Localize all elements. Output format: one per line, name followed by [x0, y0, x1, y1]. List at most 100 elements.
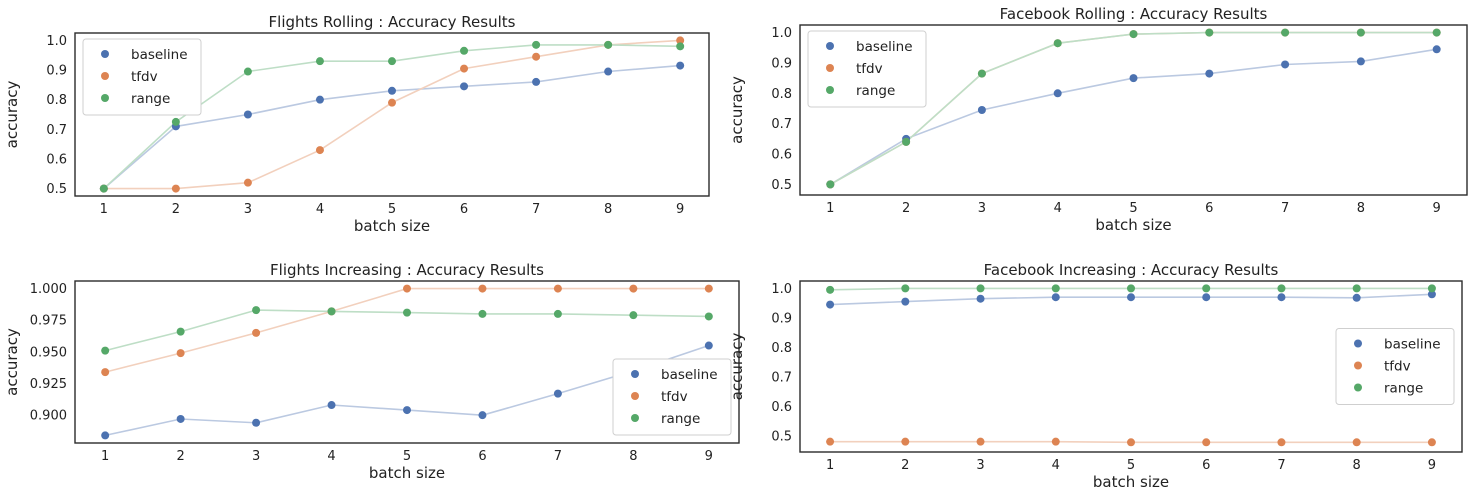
chart-flights-rolling-legend-marker-baseline	[101, 50, 109, 58]
chart-facebook-increasing-ytick-label: 0.5	[771, 429, 792, 444]
chart-facebook-rolling-point-range	[1432, 28, 1441, 37]
chart-flights-rolling-title: Flights Rolling : Accuracy Results	[269, 13, 516, 31]
chart-facebook-increasing-point-tfdv	[1427, 438, 1436, 447]
chart-flights-increasing-xtick-label: 3	[252, 449, 260, 464]
chart-facebook-rolling-xtick-label: 1	[826, 201, 834, 216]
chart-flights-increasing-point-range	[629, 311, 638, 320]
chart-flights-rolling-point-range	[388, 57, 396, 66]
chart-flights-rolling-point-baseline	[315, 95, 324, 104]
chart-flights-rolling-point-range	[604, 40, 613, 49]
chart-flights-increasing-ytick-label: 0.950	[30, 345, 67, 360]
chart-facebook-increasing-point-range	[901, 284, 910, 293]
chart-facebook-rolling-point-range	[977, 69, 986, 78]
chart-flights-rolling-point-tfdv	[315, 146, 324, 155]
chart-facebook-rolling-point-baseline	[1356, 57, 1365, 66]
chart-flights-increasing-point-baseline	[403, 406, 411, 415]
chart-flights-increasing-point-baseline	[252, 418, 261, 427]
chart-facebook-increasing-point-tfdv	[1051, 437, 1060, 446]
chart-flights-increasing-legend-marker-tfdv	[631, 392, 639, 400]
chart-facebook-rolling-ytick-label: 1.0	[771, 26, 792, 41]
chart-flights-rolling-point-tfdv	[460, 64, 469, 73]
chart-facebook-rolling-ytick-label: 0.6	[771, 148, 792, 163]
chart-facebook-increasing-ytick-label: 0.8	[771, 341, 792, 356]
chart-flights-rolling-ytick-label: 1.0	[46, 34, 67, 49]
chart-facebook-rolling-legend-marker-tfdv	[826, 64, 834, 72]
chart-flights-increasing-point-range	[403, 308, 411, 317]
chart-flights-rolling-point-baseline	[532, 77, 541, 86]
chart-flights-increasing-point-tfdv	[553, 284, 562, 293]
chart-facebook-increasing-point-baseline	[1427, 290, 1436, 299]
chart-flights-increasing-point-baseline	[704, 341, 713, 350]
chart-flights-rolling-legend-marker-tfdv	[101, 72, 109, 80]
chart-facebook-increasing-point-range	[1202, 284, 1211, 293]
chart-flights-rolling-point-range	[676, 42, 685, 51]
chart-flights-rolling-point-baseline	[460, 82, 469, 91]
chart-flights-rolling-legend-label-tfdv: tfdv	[131, 69, 158, 85]
chart-facebook-rolling-point-baseline	[1129, 74, 1138, 83]
chart-flights-rolling-legend-label-range: range	[131, 91, 170, 107]
chart-flights-increasing-xlabel: batch size	[369, 464, 445, 482]
chart-facebook-rolling-xtick-label: 5	[1129, 201, 1137, 216]
chart-flights-increasing-legend-label-baseline: baseline	[661, 367, 718, 383]
chart-flights-rolling-point-range	[532, 40, 541, 49]
chart-flights-increasing: Flights Increasing : Accuracy Results 1 2 3…	[3, 261, 740, 482]
chart-facebook-rolling-point-baseline	[977, 106, 986, 114]
chart-flights-rolling-point-tfdv	[388, 98, 396, 107]
chart-facebook-increasing-point-baseline	[901, 297, 910, 306]
chart-flights-increasing-ytick-label: 0.925	[30, 377, 67, 392]
chart-facebook-rolling-point-baseline	[1281, 60, 1290, 69]
chart-flights-increasing-xtick-label: 6	[478, 449, 486, 464]
chart-facebook-increasing-legend	[1335, 328, 1455, 405]
chart-facebook-increasing-ytick-label: 0.6	[771, 400, 792, 415]
chart-flights-increasing-xtick-label: 4	[327, 449, 335, 464]
chart-flights-increasing-ytick-label: 1.000	[30, 282, 67, 297]
chart-facebook-rolling-frame	[799, 24, 1468, 196]
chart-flights-rolling-xtick-label: 1	[100, 202, 108, 217]
chart-flights-rolling-frame	[74, 32, 710, 197]
chart-facebook-rolling-legend-label-range: range	[856, 83, 895, 99]
chart-flights-rolling-point-baseline	[676, 61, 685, 70]
chart-facebook-increasing-point-baseline	[826, 300, 835, 309]
chart-facebook-rolling-point-range	[1053, 39, 1062, 48]
chart-flights-increasing-xtick-label: 7	[554, 449, 562, 464]
chart-flights-rolling-xtick-label: 3	[244, 202, 252, 217]
chart-flights-increasing-point-range	[553, 309, 562, 318]
chart-facebook-rolling-xlabel: batch size	[1095, 216, 1171, 234]
chart-facebook-increasing-xtick-label: 8	[1353, 458, 1361, 473]
chart-flights-increasing-point-baseline	[176, 414, 185, 423]
chart-flights-increasing-point-baseline	[327, 401, 336, 410]
chart-flights-increasing-point-baseline	[478, 411, 487, 420]
chart-flights-rolling-xtick-label: 4	[316, 202, 324, 217]
chart-flights-increasing-point-range	[101, 346, 110, 355]
chart-flights-rolling-ytick-label: 0.6	[46, 152, 67, 167]
chart-facebook-increasing-legend-marker-tfdv	[1354, 361, 1362, 370]
chart-flights-rolling-point-tfdv	[171, 184, 180, 193]
chart-flights-increasing-point-tfdv	[478, 284, 487, 293]
chart-flights-rolling-ytick-label: 0.8	[46, 93, 67, 108]
chart-flights-rolling-point-tfdv	[243, 178, 252, 187]
chart-flights-rolling-xtick-label: 9	[676, 202, 684, 217]
chart-flights-rolling-point-baseline	[243, 110, 252, 119]
chart-flights-rolling-point-range	[460, 46, 469, 55]
chart-facebook-rolling-point-baseline	[1205, 69, 1214, 78]
chart-facebook-increasing-point-baseline	[1277, 293, 1286, 302]
chart-facebook-rolling-xtick-label: 7	[1281, 201, 1289, 216]
chart-flights-rolling-ylabel: accuracy	[3, 81, 21, 149]
chart-flights-increasing-ytick-label: 0.900	[30, 409, 67, 424]
chart-facebook-increasing-frame	[799, 280, 1463, 453]
chart-facebook-increasing-xtick-label: 5	[1127, 458, 1135, 473]
chart-facebook-rolling-xtick-label: 9	[1433, 201, 1441, 216]
chart-facebook-rolling-point-range	[1205, 28, 1214, 37]
chart-flights-increasing-legend	[612, 358, 732, 436]
chart-flights-rolling-point-baseline	[604, 67, 613, 76]
chart-flights-rolling-point-range	[243, 67, 252, 76]
chart-facebook-rolling-xtick-label: 3	[978, 201, 986, 216]
chart-facebook-rolling-xtick-label: 2	[902, 201, 910, 216]
chart-facebook-rolling-ylabel: accuracy	[728, 76, 746, 144]
chart-flights-increasing-title: Flights Increasing : Accuracy Results	[270, 261, 544, 279]
chart-flights-rolling-xtick-label: 2	[172, 202, 180, 217]
chart-flights-rolling-point-baseline	[388, 86, 396, 95]
chart-facebook-increasing-legend-label-range: range	[1384, 381, 1423, 397]
